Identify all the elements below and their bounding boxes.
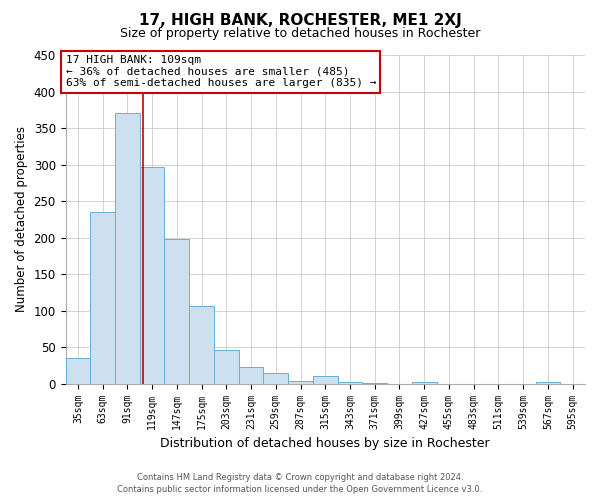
Bar [288,381,313,384]
Text: 17 HIGH BANK: 109sqm
← 36% of detached houses are smaller (485)
63% of semi-deta: 17 HIGH BANK: 109sqm ← 36% of detached h… [65,55,376,88]
Bar [263,372,288,384]
Bar [214,350,239,384]
Y-axis label: Number of detached properties: Number of detached properties [15,126,28,312]
Bar [189,306,214,384]
Bar [115,114,140,384]
Bar [239,367,263,384]
Bar [65,358,90,384]
Bar [362,383,387,384]
X-axis label: Distribution of detached houses by size in Rochester: Distribution of detached houses by size … [160,437,490,450]
Text: 17, HIGH BANK, ROCHESTER, ME1 2XJ: 17, HIGH BANK, ROCHESTER, ME1 2XJ [139,12,461,28]
Bar [164,239,189,384]
Bar [338,382,362,384]
Bar [313,376,338,384]
Bar [140,167,164,384]
Text: Size of property relative to detached houses in Rochester: Size of property relative to detached ho… [120,28,480,40]
Bar [536,382,560,384]
Bar [412,382,437,384]
Bar [90,212,115,384]
Text: Contains HM Land Registry data © Crown copyright and database right 2024.
Contai: Contains HM Land Registry data © Crown c… [118,472,482,494]
